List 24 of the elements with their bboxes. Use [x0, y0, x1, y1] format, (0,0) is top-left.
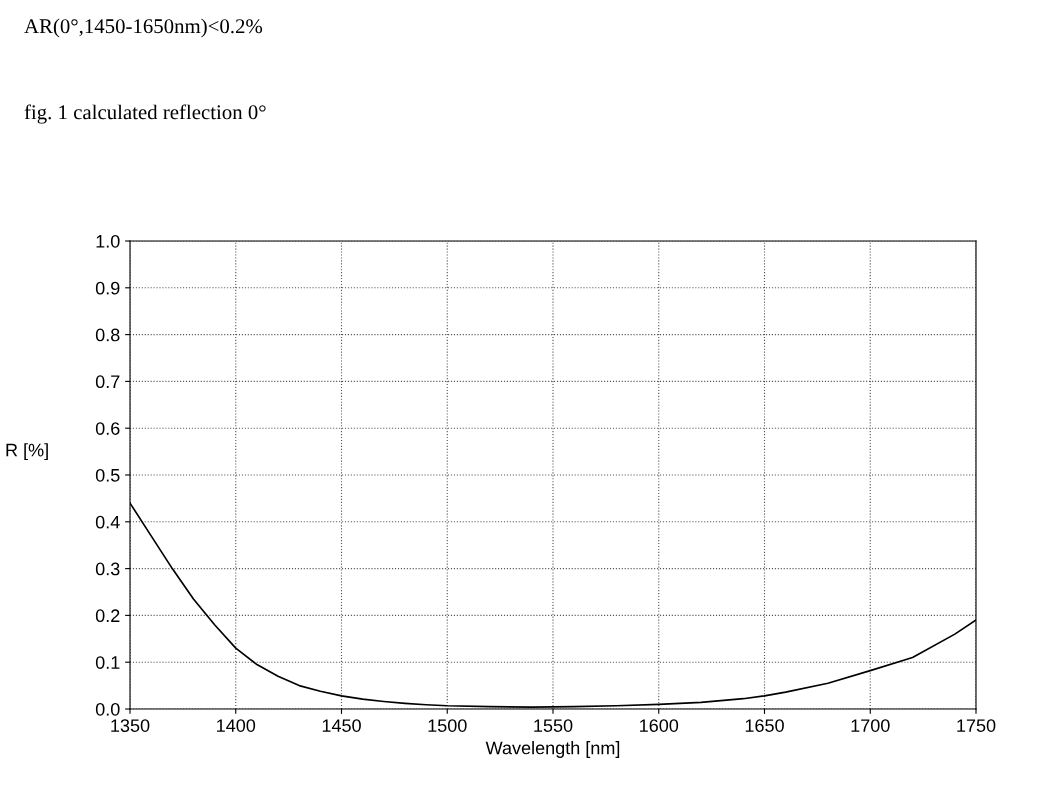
x-tick-label: 1700: [851, 719, 890, 732]
y-tick-label: 0.9: [95, 281, 120, 295]
y-tick-label: 1.0: [96, 234, 120, 248]
y-tick-label: 0.2: [95, 609, 120, 623]
x-tick-label: 1550: [534, 719, 573, 732]
y-axis-title: R [%]: [6, 443, 48, 461]
y-tick-label: 0.7: [95, 375, 120, 389]
y-tick-label: 0.5: [95, 468, 120, 482]
chart-title: AR(0°,1450-1650nm)<0.2%: [24, 18, 263, 38]
x-axis-title: Wavelength [nm]: [485, 741, 620, 758]
x-tick-label: 1750: [957, 719, 996, 732]
x-tick-label: 1400: [217, 719, 256, 732]
y-tick-label: 0.3: [95, 562, 120, 576]
x-tick-label: 1500: [428, 719, 467, 732]
x-tick-label: 1600: [640, 719, 679, 732]
x-tick-label: 1350: [111, 719, 150, 732]
y-tick-label: 0.6: [95, 422, 120, 435]
chart-subtitle: fig. 1 calculated reflection 0°: [24, 104, 266, 124]
y-tick-label: 0.0: [95, 702, 120, 716]
x-tick-label: 1650: [745, 719, 784, 732]
y-tick-label: 0.1: [95, 656, 120, 669]
y-tick-label: 0.4: [95, 515, 120, 529]
y-tick-label: 0.8: [95, 328, 120, 342]
x-tick-label: 1450: [322, 719, 361, 732]
